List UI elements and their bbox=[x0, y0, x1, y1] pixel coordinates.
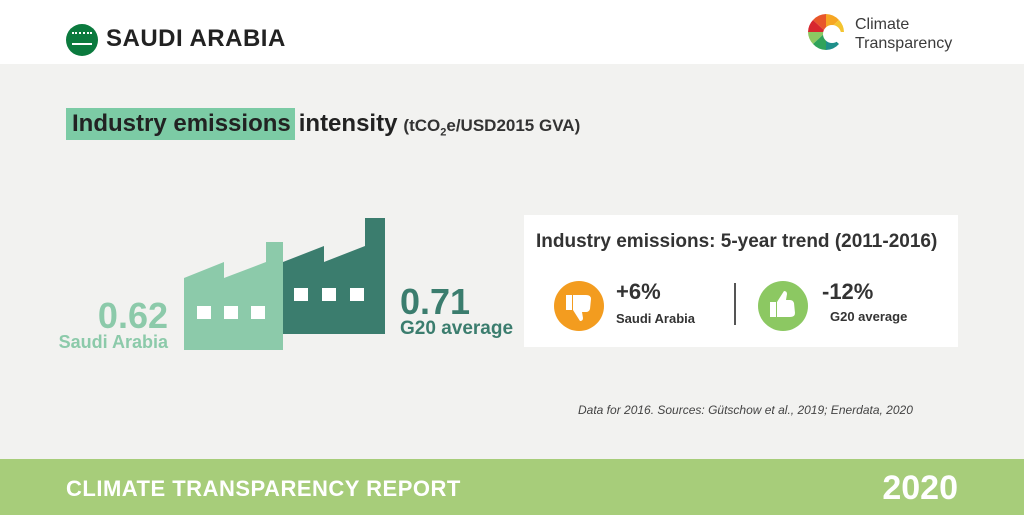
header-bar: SAUDI ARABIA Climate Transparency bbox=[0, 0, 1024, 64]
unit-prefix: (tCO bbox=[403, 116, 441, 135]
saudi-flag-icon bbox=[66, 24, 98, 56]
logo-line-1: Climate bbox=[855, 16, 910, 33]
thumbs-down-icon bbox=[554, 281, 604, 331]
saudi-trend-value: +6% bbox=[616, 279, 661, 304]
unit-suffix: e/USD2015 GVA) bbox=[446, 116, 581, 135]
title-unit: (tCO2e/USD2015 GVA) bbox=[403, 116, 581, 139]
saudi-factory-shape bbox=[184, 242, 283, 350]
source-note: Data for 2016. Sources: Gütschow et al.,… bbox=[578, 403, 913, 417]
trend-title: Industry emissions: 5-year trend (2011-2… bbox=[536, 231, 938, 252]
thumbs-up-icon bbox=[758, 281, 808, 331]
g20-trend-value: -12% bbox=[822, 279, 874, 304]
trend-panel: Industry emissions: 5-year trend (2011-2… bbox=[524, 215, 958, 347]
title-rest: intensity bbox=[298, 110, 398, 137]
g20-label: G20 average bbox=[400, 318, 514, 339]
g20-trend-label: G20 average bbox=[830, 309, 908, 324]
footer-year: 2020 bbox=[882, 469, 958, 507]
title-highlight: Industry emissions bbox=[66, 108, 295, 140]
saudi-trend-label: Saudi Arabia bbox=[616, 311, 695, 326]
logo-text: Climate Transparency bbox=[855, 15, 952, 53]
climate-transparency-logo-icon bbox=[808, 14, 844, 50]
saudi-label: Saudi Arabia bbox=[58, 332, 168, 352]
factory-comparison-icon bbox=[184, 218, 385, 350]
saudi-value: 0.62 bbox=[97, 295, 168, 336]
footer-bar: CLIMATE TRANSPARENCY REPORT 2020 bbox=[0, 459, 1024, 515]
logo-line-2: Transparency bbox=[855, 35, 953, 52]
unit-subscript: 2 bbox=[440, 126, 447, 139]
country-title: SAUDI ARABIA bbox=[106, 25, 286, 52]
g20-value: 0.71 bbox=[400, 281, 471, 322]
g20-factory-shape bbox=[283, 218, 385, 334]
trend-divider bbox=[734, 283, 736, 325]
page-title: Industry emissions intensity (tCO2e/USD201… bbox=[66, 108, 580, 140]
footer-report-title: CLIMATE TRANSPARENCY REPORT bbox=[66, 476, 461, 501]
